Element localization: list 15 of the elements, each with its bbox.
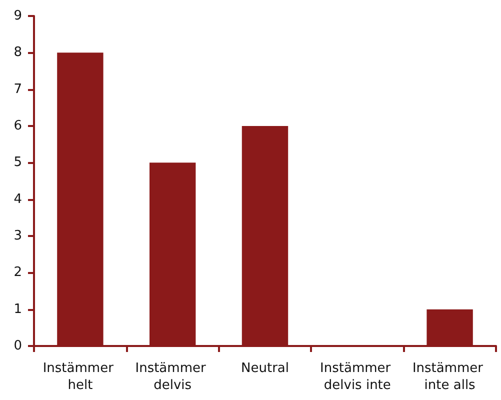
y-tick-label: 7 [14, 82, 22, 97]
y-tick-label: 3 [14, 228, 22, 244]
x-tick-label: Instämmer delvis [135, 361, 210, 393]
y-tick-label: 0 [14, 338, 22, 354]
x-tick-label: Instämmer inte alls [412, 361, 488, 393]
y-tick-label: 2 [14, 265, 22, 280]
x-tick-label: Instämmer delvis inte [320, 361, 395, 393]
y-tick-label: 8 [14, 45, 22, 60]
y-tick-label: 4 [14, 192, 22, 207]
y-tick-label: 9 [14, 8, 22, 24]
y-tick-label: 1 [14, 302, 22, 317]
y-tick-label: 6 [14, 118, 22, 134]
x-tick-label: Neutral [241, 361, 289, 376]
y-tick-label: 5 [14, 155, 22, 170]
x-tick-label: Instämmer helt [42, 361, 118, 393]
